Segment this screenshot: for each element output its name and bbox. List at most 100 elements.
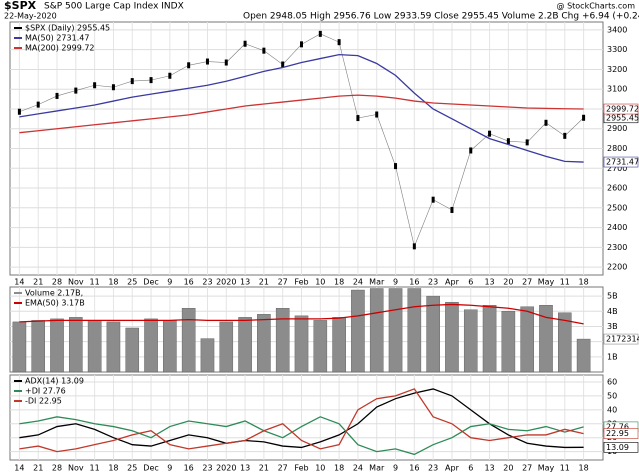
- y-tick-label: 2300: [607, 243, 627, 252]
- y-tick-label: 3400: [607, 25, 627, 34]
- volume-bar: [539, 305, 553, 373]
- end-label-box: [603, 333, 639, 345]
- price-bar: [224, 59, 228, 66]
- price-bar: [300, 41, 303, 48]
- price-bar: [187, 62, 191, 69]
- volume-bar: [144, 318, 158, 373]
- y-tick-label: 5B: [607, 292, 618, 301]
- y-tick-label: 2200: [607, 263, 627, 272]
- x-tick-label: 21: [259, 278, 269, 287]
- x-tick-label: 20: [503, 278, 513, 287]
- x-tick-label: May: [538, 464, 555, 473]
- x-tick-label: May: [538, 278, 555, 287]
- price-bar: [337, 39, 341, 46]
- price-bar: [93, 82, 97, 89]
- x-tick-label: 16: [184, 278, 194, 287]
- y-tick-label: 3B: [607, 322, 618, 331]
- price-bar: [36, 101, 40, 108]
- price-bar: [431, 196, 435, 203]
- chart-subtitle: S&P 500 Large Cap Index INDX: [44, 2, 184, 12]
- x-tick-label: 2020: [216, 464, 236, 473]
- y-tick-label: 1B: [607, 352, 618, 361]
- x-tick-label: 25: [127, 464, 137, 473]
- x-tick-label: Feb: [294, 464, 308, 473]
- y-tick-label: 3100: [607, 85, 627, 94]
- y-tick-label: 2400: [607, 223, 627, 232]
- x-tick-label: 27: [522, 278, 532, 287]
- volume-bar: [200, 338, 215, 373]
- x-tick-label: 21: [259, 464, 269, 473]
- volume-bar: [163, 320, 177, 373]
- quote: Open 2948.05 High 2956.76 Low 2933.59 Cl…: [243, 12, 639, 22]
- price-bar: [130, 78, 134, 85]
- x-tick-label: 20: [503, 464, 513, 473]
- price-bar: [74, 87, 78, 94]
- end-label: 2999.72: [606, 105, 639, 114]
- x-tick-label: 23: [202, 464, 212, 473]
- price-bar: [111, 84, 115, 91]
- price-bar: [149, 77, 153, 84]
- legend-label: ADX(14) 13.09: [25, 377, 84, 386]
- price-bar: [544, 119, 548, 126]
- legend-label: MA(200) 2999.72: [25, 44, 95, 53]
- x-tick-label: Nov: [68, 464, 84, 473]
- price-bar: [55, 92, 59, 99]
- end-label-box: [603, 103, 639, 115]
- x-tick-label: 23: [428, 464, 438, 473]
- end-label: 27.76: [606, 422, 629, 431]
- x-tick-label: 11: [560, 278, 570, 287]
- x-tick-label: 6: [468, 464, 473, 473]
- price-bar: [281, 61, 285, 68]
- x-tick-label: 9: [167, 464, 172, 473]
- volume-bar: [369, 288, 384, 373]
- price-bar: [394, 163, 398, 170]
- volume-bar: [501, 311, 516, 373]
- x-tick-label: Feb: [294, 278, 308, 287]
- volume-bar: [275, 308, 290, 373]
- end-label-box: [603, 156, 639, 168]
- x-tick-label: 16: [184, 464, 194, 473]
- x-tick-label: 23: [202, 278, 212, 287]
- volume-bar: [520, 306, 534, 373]
- x-tick-label: 18: [108, 464, 118, 473]
- end-label-box: [603, 428, 639, 439]
- x-tick-label: 21: [33, 464, 43, 473]
- x-tick-label: 13: [484, 278, 494, 287]
- price-bar: [450, 206, 454, 213]
- price-bar: [525, 139, 529, 146]
- x-tick-label: Dec: [143, 464, 158, 473]
- x-tick-label: 11: [560, 464, 570, 473]
- y-tick-label: 2900: [607, 124, 627, 133]
- x-tick-label: 10: [315, 278, 325, 287]
- price-bar: [469, 147, 473, 154]
- legend-label: $SPX (Daily) 2955.45: [25, 24, 110, 33]
- x-tick-label: 9: [393, 278, 398, 287]
- x-tick-label: 9: [167, 278, 172, 287]
- x-tick-label: 11: [90, 278, 100, 287]
- x-tick-label: 27: [522, 464, 532, 473]
- x-tick-label: 2020: [216, 278, 236, 287]
- x-tick-label: Dec: [143, 278, 158, 287]
- legend-label: Volume 2.17B,: [25, 289, 83, 298]
- price-bar: [318, 30, 322, 37]
- price-bar: [563, 132, 567, 139]
- x-tick-label: 18: [579, 278, 589, 287]
- volume-bar: [181, 308, 196, 373]
- series-line: [19, 303, 584, 325]
- x-tick-label: Mar: [369, 278, 385, 287]
- volume-bar: [69, 317, 83, 373]
- date: 22-May-2020: [4, 12, 57, 21]
- volume-bar: [294, 315, 309, 373]
- y-tick-label: 2500: [607, 203, 627, 212]
- x-tick-label: 16: [409, 278, 419, 287]
- volume-bar: [87, 320, 102, 373]
- volume-bar: [313, 320, 328, 373]
- chart-title: $SPX: [4, 0, 37, 12]
- price-bar: [262, 47, 266, 54]
- price-bar: [488, 130, 492, 137]
- y-tick-label: 40: [607, 405, 617, 414]
- x-tick-label: Apr: [445, 464, 460, 473]
- x-tick-label: 24: [353, 464, 363, 473]
